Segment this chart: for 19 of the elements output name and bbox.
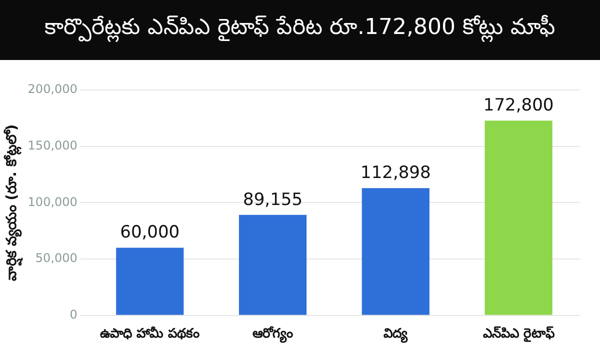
y-tick-label: 150,000	[28, 138, 78, 152]
data-label: 60,000	[120, 222, 180, 243]
data-label: 89,155	[243, 190, 303, 210]
x-tick-label: ఉపాధి హామీ పథకం	[100, 326, 200, 342]
y-tick-label: 200,000	[28, 82, 78, 96]
y-tick-label: 50,000	[35, 251, 78, 266]
y-axis-title: వార్షిక వ్యయం (రూ. కోట్లలో)	[3, 124, 24, 282]
y-tick-label: 100,000	[28, 194, 78, 209]
x-tick-label: విద్య	[384, 326, 409, 344]
bar	[484, 120, 552, 315]
data-label: 172,800	[483, 96, 554, 116]
data-label: 112,898	[360, 163, 431, 184]
y-tick-label: 0	[70, 308, 78, 322]
bar	[116, 248, 184, 315]
bar	[362, 188, 430, 315]
x-tick-label: ఆరోగ్యం	[252, 326, 294, 344]
bar	[238, 214, 307, 315]
x-tick-label: ఎన్‌పిఎ రైటాఫ్	[482, 326, 556, 343]
chart-title: కార్పొరేట్లకు ఎన్‌పిఎ రైటాఫ్ పేరిట రూ.172,800 కోట్లు మాఫీ	[44, 15, 556, 44]
